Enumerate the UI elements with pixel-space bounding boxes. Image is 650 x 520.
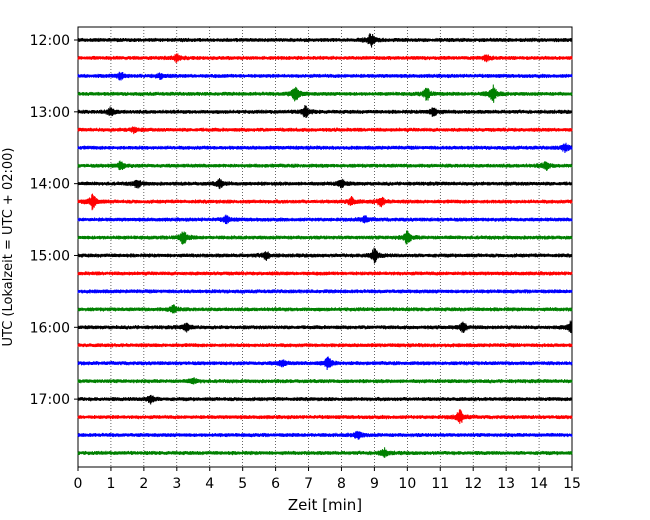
trace-1615 — [77, 343, 573, 348]
trace-1245 — [77, 84, 573, 103]
x-axis: 0 1 2 3 4 5 6 7 8 9 10 11 12 13 14 15 — [74, 467, 581, 492]
x-tick-label-11: 11 — [431, 476, 449, 492]
trace-1500 — [77, 247, 573, 264]
y-tick-label-1400: 14:00 — [30, 177, 70, 193]
trace-1400 — [77, 178, 573, 190]
x-tick-label-1: 1 — [106, 476, 115, 492]
y-tick-label-1500: 15:00 — [30, 248, 70, 264]
x-tick-label-6: 6 — [271, 476, 280, 492]
x-tick-label-7: 7 — [304, 476, 313, 492]
x-tick-label-13: 13 — [497, 476, 515, 492]
x-tick-label-9: 9 — [370, 476, 379, 492]
y-axis-label: UTC (Lokalzeit = UTC + 02:00) — [1, 148, 16, 347]
trace-1315 — [77, 126, 573, 135]
trace-1745 — [77, 447, 573, 458]
x-tick-label-3: 3 — [172, 476, 181, 492]
trace-1300 — [77, 104, 573, 119]
y-tick-label-1600: 16:00 — [30, 320, 70, 336]
vertical-grid — [110, 27, 540, 467]
x-tick-label-0: 0 — [74, 476, 83, 492]
trace-1715 — [77, 409, 573, 424]
trace-1600 — [77, 320, 573, 336]
trace-1545 — [77, 304, 573, 314]
trace-1200 — [77, 33, 573, 48]
trace-1345 — [77, 160, 573, 171]
y-tick-label-1700: 17:00 — [30, 392, 70, 408]
trace-1215 — [77, 53, 573, 63]
trace-1230 — [77, 71, 573, 81]
x-tick-label-15: 15 — [563, 476, 581, 492]
x-tick-label-10: 10 — [398, 476, 416, 492]
y-tick-label-1200: 12:00 — [30, 33, 70, 49]
x-tick-label-14: 14 — [530, 476, 548, 492]
y-axis: 12:00 13:00 14:00 15:00 16:00 17:00 — [30, 33, 78, 408]
trace-1730 — [77, 430, 573, 440]
plot-area — [77, 26, 573, 468]
x-tick-label-5: 5 — [238, 476, 247, 492]
trace-1515 — [77, 271, 573, 276]
trace-1415 — [77, 193, 573, 211]
x-tick-label-12: 12 — [464, 476, 482, 492]
x-tick-label-8: 8 — [337, 476, 346, 492]
y-tick-label-1300: 13:00 — [30, 105, 70, 121]
x-tick-label-4: 4 — [205, 476, 214, 492]
trace-1445 — [77, 230, 573, 245]
traces — [77, 33, 573, 458]
trace-1430 — [77, 214, 573, 225]
trace-1645 — [77, 377, 573, 385]
trace-1700 — [77, 394, 573, 405]
trace-1330 — [77, 142, 573, 153]
trace-1530 — [77, 289, 573, 294]
x-tick-label-2: 2 — [139, 476, 148, 492]
trace-1630 — [77, 356, 573, 370]
x-axis-label: Zeit [min] — [288, 496, 362, 514]
